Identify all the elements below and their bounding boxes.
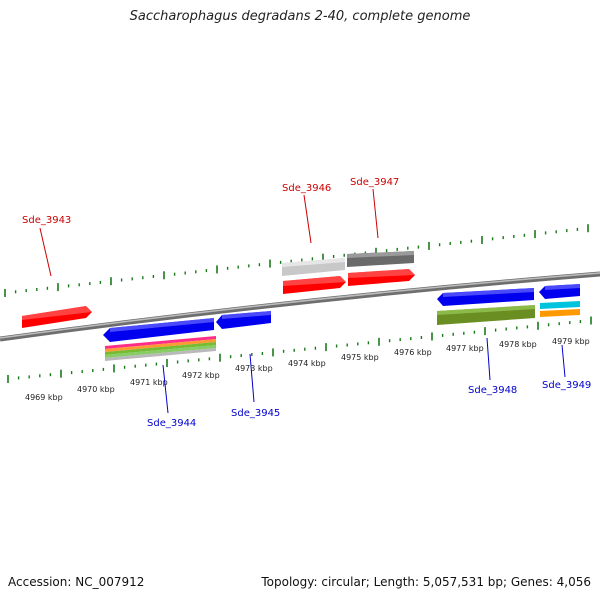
leader-line-sde-3944 [162,364,169,414]
gene-label-sde-3949[interactable]: Sde_3949 [542,380,591,391]
gene-label-sde-3944[interactable]: Sde_3944 [147,418,196,429]
kbp-label: 4976 kbp [394,348,432,357]
kbp-label: 4971 kbp [130,378,168,387]
gene-label-sde-3943[interactable]: Sde_3943 [22,215,71,226]
gene-sde-3947[interactable] [348,269,415,286]
kbp-label: 4979 kbp [552,337,590,346]
kbp-label: 4973 kbp [235,364,273,373]
kbp-label: 4969 kbp [25,393,63,402]
page-title: Saccharophagus degradans 2-40, complete … [129,9,471,24]
gene-sde-3946-context [282,258,345,276]
gene-sde-3944[interactable] [103,318,214,342]
leader-line-sde-3943 [39,227,52,277]
kbp-label: 4972 kbp [182,371,220,380]
genome-backbone [0,271,600,342]
gene-sde-3943[interactable] [22,306,92,328]
accession-label: Accession: NC_007912 [8,575,145,589]
gene-sde-3949[interactable] [539,284,580,299]
gene-sde-3948[interactable] [437,288,534,306]
kbp-label: 4978 kbp [499,340,537,349]
gene-sde-3946[interactable] [283,276,346,294]
feature-band-olive [437,305,535,325]
genome-backbone-highlight [0,272,600,339]
gene-label-sde-3945[interactable]: Sde_3945 [231,408,280,419]
kbp-label: 4974 kbp [288,359,326,368]
kbp-label: 4970 kbp [77,385,115,394]
gene-label-sde-3946[interactable]: Sde_3946 [282,183,331,194]
feature-band-cyan [540,301,580,309]
leader-line-sde-3947 [372,188,379,239]
kbp-label: 4977 kbp [446,344,484,353]
genome-summary: Topology: circular; Length: 5,057,531 bp… [261,575,591,589]
gene-label-sde-3947[interactable]: Sde_3947 [350,177,399,188]
leader-line-sde-3949 [561,344,566,378]
leader-line-sde-3945 [249,353,255,403]
gene-sde-3947-context [347,251,414,267]
tick-row-upper [4,224,589,297]
leader-line-sde-3946 [303,194,312,244]
feature-band-stripes [105,336,216,361]
gene-sde-3945[interactable] [216,311,271,329]
gene-label-sde-3948[interactable]: Sde_3948 [468,385,517,396]
tick-row-lower [7,316,592,383]
leader-line-sde-3948 [486,337,491,381]
feature-band-orange [540,309,580,317]
kbp-label: 4975 kbp [341,353,379,362]
